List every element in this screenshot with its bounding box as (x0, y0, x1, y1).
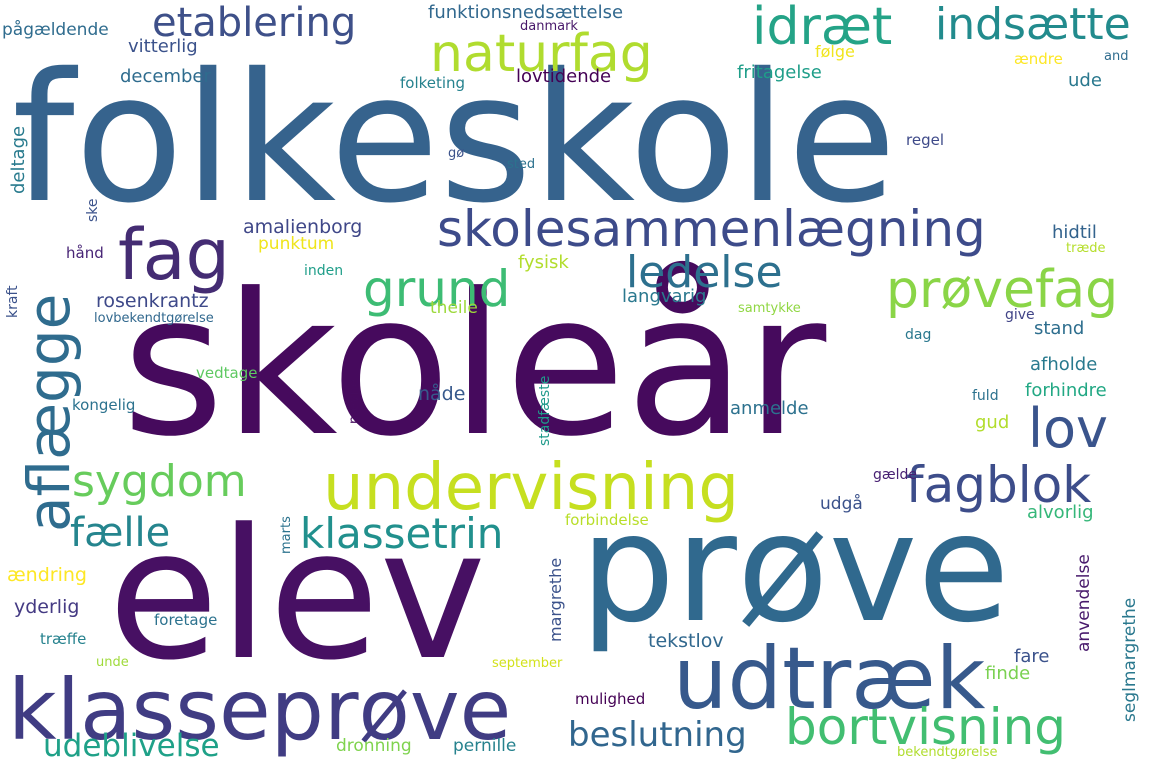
word-langvarig: langvarig (622, 286, 707, 307)
word-forbindelse: forbindelse (565, 511, 649, 529)
word-deltage: deltage (8, 125, 29, 194)
word-funktionsnedsaettelse: funktionsnedsættelse (428, 2, 624, 23)
word-aendre: ændre (1014, 50, 1063, 68)
word-stadfaeste: stadfæste (537, 375, 553, 446)
word-hidtil: hidtil (1052, 222, 1097, 243)
word-samtykke: samtykke (738, 301, 801, 316)
word-aflaegge: aflægge (15, 293, 83, 532)
word-faelle: fælle (70, 510, 171, 556)
word-foelge: følge (815, 42, 855, 61)
word-klassetrin: klassetrin (300, 509, 504, 558)
word-and: and (1104, 49, 1129, 64)
word-idraet: idræt (752, 0, 893, 57)
word-udeblivelse: udeblivelse (43, 728, 220, 764)
word-fag: fag (118, 214, 230, 296)
word-haand: hånd (66, 244, 104, 262)
word-skolesammenlaegning: skolesammenlægning (437, 200, 986, 258)
word-forhindre: forhindre (1025, 380, 1107, 401)
word-stand: stand (1034, 318, 1085, 339)
word-finde: finde (985, 663, 1031, 684)
word-klasseproeve: klasseprøve (8, 661, 512, 759)
word-punktum: punktum (258, 234, 335, 254)
word-ude: ude (1068, 70, 1102, 91)
word-seglmargrethe: seglmargrethe (1120, 597, 1140, 722)
word-margrethe: margrethe (546, 557, 565, 642)
word-udgaa: udgå (820, 494, 863, 514)
word-naturfag: naturfag (430, 24, 653, 84)
word-alvorlig: alvorlig (1027, 502, 1094, 523)
word-beslutning: beslutning (568, 715, 747, 755)
word-marts: marts (279, 516, 294, 554)
word-lovtidende: lovtidende (516, 66, 612, 87)
word-grund: grund (363, 260, 511, 318)
word-unde: unde (96, 655, 129, 670)
word-pernille: pernille (453, 736, 517, 756)
word-naevne: nævne (347, 379, 362, 424)
word-sygdom: sygdom (72, 456, 247, 507)
word-ske: ske (85, 198, 101, 222)
word-fuld: fuld (972, 388, 999, 404)
word-indsaette: indsætte (935, 0, 1131, 50)
word-anmelde: anmelde (730, 398, 809, 419)
word-dag: dag (905, 327, 932, 343)
word-bortvisning: bortvisning (785, 698, 1067, 756)
word-gaelde: gælde (873, 467, 918, 483)
word-aendring: ændring (7, 564, 87, 586)
word-etablering: etablering (152, 0, 357, 46)
word-traeffe: træffe (40, 630, 87, 648)
word-afholde: afholde (1030, 354, 1098, 375)
word-naade: nåde (418, 383, 466, 405)
word-fare: fare (1014, 646, 1050, 667)
word-ledelse: ledelse (626, 247, 783, 298)
word-bekendtgoerelse: bekendtgørelse (897, 745, 998, 760)
word-give: give (1005, 307, 1035, 323)
word-rosenkrantz: rosenkrantz (96, 290, 209, 312)
word-theile: theile (430, 298, 478, 318)
word-kraft: kraft (5, 285, 21, 318)
word-december: december (120, 66, 211, 87)
word-danmark: danmark (520, 19, 578, 34)
word-mulighed: mulighed (575, 690, 646, 708)
word-amalienborg: amalienborg (243, 216, 363, 238)
word-goe: gø (448, 146, 465, 161)
word-udtraek: udtræk (673, 629, 986, 729)
word-fagblok: fagblok (906, 456, 1092, 514)
word-vedtage: vedtage (196, 364, 258, 382)
word-folketing: folketing (400, 74, 466, 92)
word-fritagelse: fritagelse (737, 62, 822, 83)
word-inden: inden (304, 263, 344, 279)
word-undervisning: undervisning (323, 451, 739, 525)
word-fysisk: fysisk (518, 252, 569, 273)
word-proevefag: prøvefag (886, 260, 1119, 320)
word-vitterlig: vitterlig (128, 36, 198, 57)
word-regel: regel (906, 131, 944, 149)
word-yderlig: yderlig (14, 596, 80, 618)
word-foretage: foretage (154, 611, 218, 629)
word-proeve: prøve (580, 482, 1010, 656)
word-gud: gud (975, 412, 1010, 433)
word-traede: træde (1066, 241, 1106, 256)
word-skoleaar: skoleår (122, 252, 827, 480)
word-elev: elev (108, 491, 487, 700)
word-lov: lov (1028, 397, 1108, 460)
word-lovbekendtgoerelse: lovbekendtgørelse (94, 311, 214, 326)
word-anvendelse: anvendelse (1074, 554, 1094, 652)
word-paagaeldende: pågældende (2, 20, 109, 40)
word-sted: sted (507, 157, 536, 172)
word-dronning: dronning (336, 736, 412, 756)
word-september: september (492, 656, 563, 671)
word-folkeskole: folkeskole (12, 35, 897, 242)
word-kongelig: kongelig (72, 396, 136, 414)
word-tekstlov: tekstlov (648, 630, 724, 652)
